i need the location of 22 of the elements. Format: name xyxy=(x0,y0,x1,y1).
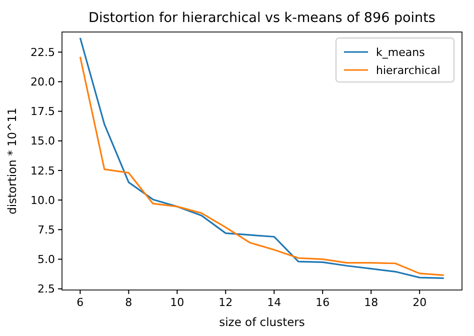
x-tick-label: 12 xyxy=(218,296,233,309)
y-tick-label: 5.0 xyxy=(38,253,55,266)
y-tick-label: 7.5 xyxy=(38,223,55,236)
y-tick-label: 10.0 xyxy=(30,194,55,207)
y-tick-label: 20.0 xyxy=(30,76,55,89)
legend-label: hierarchical xyxy=(376,64,440,77)
x-tick-label: 8 xyxy=(125,296,132,309)
x-tick-label: 6 xyxy=(76,296,84,309)
y-axis-title: distortion * 10^11 xyxy=(5,108,19,214)
x-tick-label: 10 xyxy=(170,296,184,309)
y-tick-label: 22.5 xyxy=(30,46,55,59)
x-axis-title: size of clusters xyxy=(219,315,305,329)
chart-title: Distortion for hierarchical vs k-means of 896 points xyxy=(88,10,436,26)
x-tick-label: 18 xyxy=(364,296,378,309)
y-tick-label: 17.5 xyxy=(30,105,55,118)
x-tick-label: 20 xyxy=(412,296,427,309)
y-tick-label: 2.5 xyxy=(38,282,55,296)
legend-label: k_means xyxy=(376,46,426,59)
x-tick-label: 14 xyxy=(267,296,282,309)
y-tick-label: 12.5 xyxy=(30,164,55,178)
y-tick-label: 15.0 xyxy=(30,134,55,148)
x-tick-label: 16 xyxy=(316,296,330,309)
